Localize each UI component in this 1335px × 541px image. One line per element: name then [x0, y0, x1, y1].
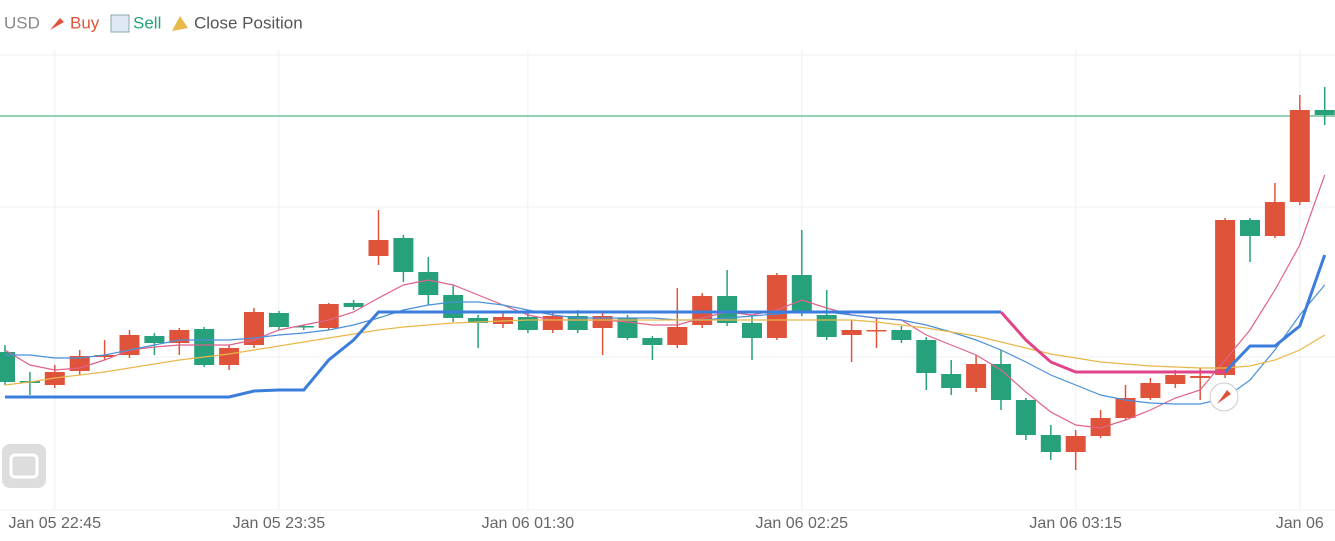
candle-body: [766, 275, 787, 338]
refresh-button[interactable]: [2, 444, 46, 488]
candle-body: [1215, 220, 1236, 375]
candle-body: [393, 238, 414, 272]
candle-body: [517, 317, 538, 330]
series-line: [4, 174, 1326, 429]
candle-body: [791, 275, 812, 312]
candle-body: [891, 330, 912, 340]
candle-body: [368, 240, 389, 256]
candle-body: [1289, 110, 1310, 202]
candle-body: [667, 327, 688, 345]
candle-body: [916, 340, 937, 373]
candle-body: [1264, 202, 1285, 236]
candle-body: [293, 326, 314, 328]
series-line: [5, 310, 1001, 399]
candle-body: [717, 296, 738, 323]
candle-body: [0, 352, 15, 382]
currency: USD: [4, 13, 40, 32]
candle-body: [418, 272, 439, 295]
series-line: [4, 319, 1326, 386]
candle-body: [592, 316, 613, 328]
candle-body: [318, 304, 339, 328]
candle-body: [866, 330, 887, 332]
candle-body: [1040, 435, 1061, 452]
x-tick-label: Jan 05 23:35: [233, 515, 326, 532]
candle-body: [1140, 383, 1161, 398]
close-icon: [172, 16, 188, 31]
candle-body: [742, 323, 762, 338]
candle-body: [642, 338, 663, 345]
x-tick-label: Jan 05 22:45: [9, 515, 102, 532]
candle-body: [244, 312, 264, 345]
candle-body: [1115, 398, 1136, 418]
candle-body: [1190, 376, 1211, 378]
candle-body: [1065, 436, 1086, 452]
candle-body: [219, 348, 240, 365]
candle-body: [268, 313, 289, 327]
candle-body: [991, 364, 1011, 400]
candle-body: [1090, 418, 1111, 436]
x-tick-label: Jan 06 02:25: [756, 515, 849, 532]
x-tick-label: Jan 06 01:30: [482, 515, 575, 532]
candle-body: [69, 356, 90, 371]
candle-body: [816, 315, 837, 337]
series-line: [5, 284, 1326, 405]
candle-body: [343, 303, 364, 307]
candle-body: [468, 318, 489, 323]
sell-button[interactable]: Sell: [133, 13, 161, 32]
signal-marker: [1209, 382, 1239, 412]
series-line: [1224, 254, 1327, 374]
series-line: [999, 311, 1226, 374]
x-tick-label: Jan 06: [1276, 515, 1324, 532]
candle-body: [94, 355, 115, 357]
header: USD Buy Sell Close Position: [4, 13, 303, 33]
candle-body: [194, 329, 215, 365]
candle-body: [1240, 220, 1260, 236]
x-tick-label: Jan 06 03:15: [1029, 515, 1122, 532]
candle-body: [1314, 110, 1335, 115]
candle-body: [1165, 375, 1186, 384]
buy-button[interactable]: Buy: [70, 13, 100, 32]
candle-body: [941, 374, 962, 388]
close-position-button[interactable]: Close Position: [194, 13, 303, 32]
sell-icon: [110, 14, 130, 33]
buy-icon: [50, 18, 64, 30]
candle-body: [966, 364, 987, 388]
candle-body: [1015, 400, 1036, 435]
candle-body: [841, 330, 862, 335]
candle-body: [443, 295, 464, 318]
candle-body: [144, 336, 165, 343]
